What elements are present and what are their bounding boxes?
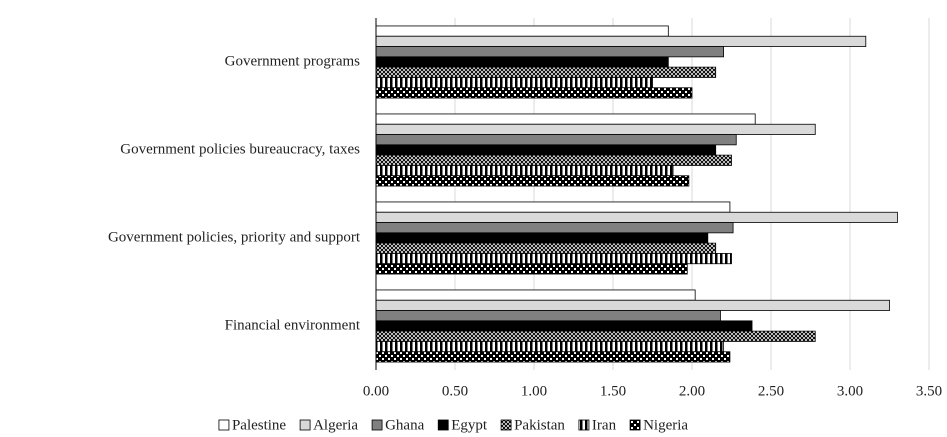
bar <box>375 341 725 353</box>
legend-label: Nigeria <box>643 417 688 433</box>
bar <box>375 242 717 254</box>
x-tick-label: 2.50 <box>758 383 784 399</box>
x-tick-label: 0.00 <box>363 383 389 399</box>
bar <box>375 25 669 37</box>
bar <box>375 320 753 332</box>
bar <box>375 289 696 301</box>
legend-label: Iran <box>592 417 617 433</box>
bar <box>375 66 717 78</box>
legend-swatch <box>371 419 383 431</box>
bar <box>375 35 867 47</box>
legend-swatch <box>437 419 449 431</box>
x-tick-label: 2.00 <box>679 383 705 399</box>
bar <box>375 310 721 322</box>
legend-swatch <box>629 419 641 431</box>
bar <box>375 351 731 363</box>
bar <box>375 232 709 244</box>
x-tick-label: 3.00 <box>837 383 863 399</box>
legend-label: Algeria <box>313 417 358 433</box>
y-tick-label: Government policies, priority and suppor… <box>108 229 361 245</box>
bar <box>375 87 693 99</box>
bar <box>375 211 898 223</box>
legend-swatch <box>500 419 512 431</box>
bar <box>375 46 725 58</box>
x-tick-label: 1.00 <box>521 383 547 399</box>
legend-label: Ghana <box>385 417 424 433</box>
bar <box>375 144 717 156</box>
x-tick-label: 1.50 <box>600 383 626 399</box>
bar <box>375 77 653 89</box>
legend-swatch <box>218 419 230 431</box>
bar <box>375 56 669 68</box>
legend-label: Egypt <box>451 417 488 433</box>
bar <box>375 263 688 275</box>
y-tick-label: Government policies bureaucracy, taxes <box>120 141 360 157</box>
legend-swatch <box>578 419 590 431</box>
x-tick-label: 0.50 <box>442 383 468 399</box>
bar <box>375 175 690 187</box>
bar <box>375 253 732 265</box>
legend-label: Pakistan <box>514 417 565 433</box>
bar <box>375 222 734 234</box>
bar <box>375 201 731 213</box>
bar <box>375 165 674 177</box>
legend-label: Palestine <box>232 417 286 433</box>
legend-swatch <box>299 419 311 431</box>
y-tick-label: Government programs <box>225 53 361 69</box>
x-tick-label: 3.50 <box>916 383 942 399</box>
bar <box>375 154 732 166</box>
bar <box>375 134 737 146</box>
bar <box>375 113 756 125</box>
bar <box>375 299 890 311</box>
y-tick-label: Financial environment <box>225 317 361 333</box>
bar <box>375 330 816 342</box>
bar <box>375 123 816 135</box>
